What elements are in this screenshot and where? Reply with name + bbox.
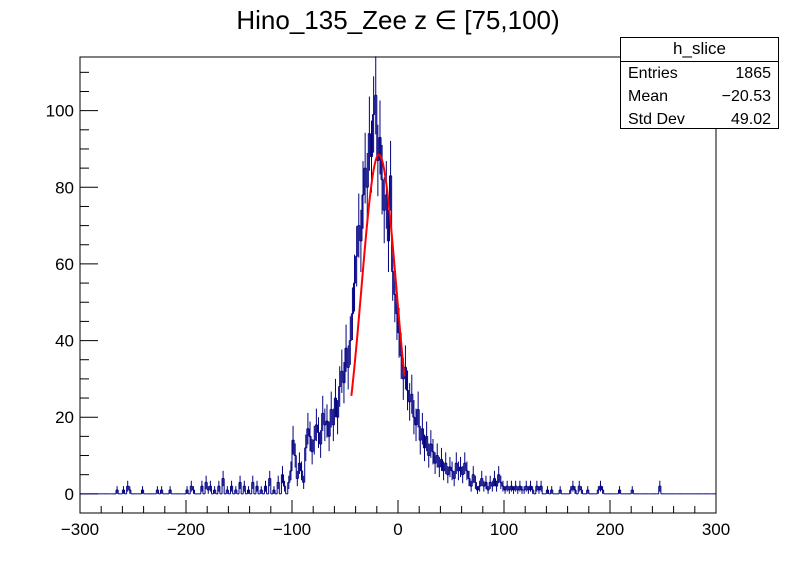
stats-value: −20.53 [721,88,771,105]
x-tick-label: −100 [273,520,311,539]
y-tick-label: 60 [55,255,74,274]
stats-row-entries: Entries 1865 [621,62,778,85]
x-tick-label: 200 [596,520,624,539]
y-tick-label: 20 [55,408,74,427]
fit-curve [350,153,406,396]
y-tick-label: 40 [55,332,74,351]
x-tick-label: −300 [61,520,99,539]
stats-label: Std Dev [628,111,685,128]
stats-value: 1865 [735,65,771,82]
stats-label: Mean [628,88,669,105]
stats-box: h_slice Entries 1865 Mean −20.53 Std Dev… [620,37,779,129]
stats-row-mean: Mean −20.53 [621,85,778,108]
axis-ticks [79,71,717,514]
y-tick-label: 100 [46,102,74,121]
stats-value: 49.02 [730,111,771,128]
histogram-bins [80,56,716,495]
stats-box-title: h_slice [621,38,778,62]
y-tick-label: 80 [55,178,74,197]
y-tick-labels: 0 20 40 60 80 100 [46,102,74,504]
y-tick-label: 0 [65,485,74,504]
x-tick-labels: −300 −200 −100 0 100 200 300 [61,520,730,539]
x-tick-label: −200 [167,520,205,539]
x-tick-label: 0 [393,520,402,539]
fit-curve-group [350,153,406,396]
stats-label: Entries [628,65,678,82]
chart-title: Hino_135_Zee z ∈ [75,100) [236,5,560,35]
x-tick-label: 100 [490,520,518,539]
x-tick-label: 300 [702,520,730,539]
stats-row-stddev: Std Dev 49.02 [621,108,778,131]
